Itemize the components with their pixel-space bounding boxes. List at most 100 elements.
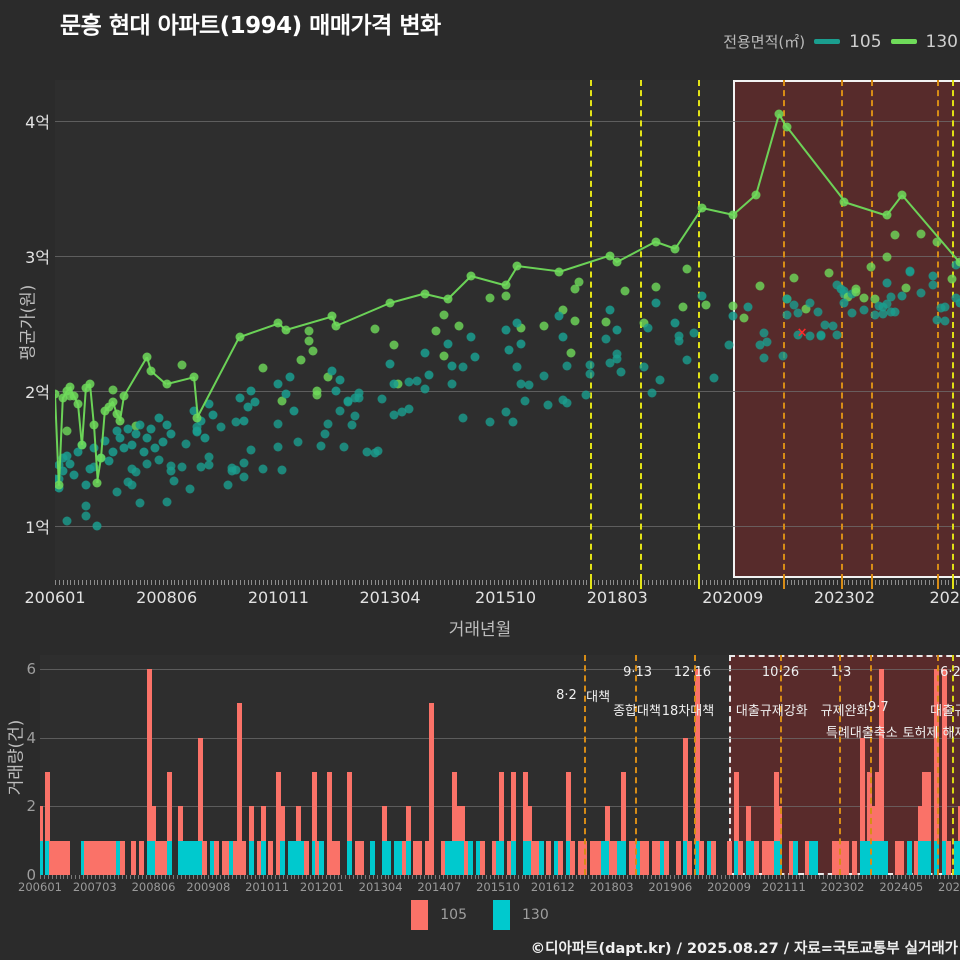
price-x-tick	[917, 580, 919, 585]
volume-bar-130	[209, 840, 215, 875]
volume-x-tick	[298, 875, 300, 879]
volume-bar-105	[213, 840, 219, 875]
volume-x-tick	[380, 875, 382, 879]
volume-event-annotation: 규제완화	[820, 704, 869, 719]
volume-bar-130	[683, 840, 689, 875]
price-data-point	[501, 280, 511, 290]
price-x-tick	[447, 580, 449, 585]
volume-x-tick	[353, 875, 355, 879]
price-x-tick	[594, 580, 596, 585]
price-data-point	[882, 299, 892, 309]
volume-x-tick	[376, 875, 378, 879]
volume-x-tick	[102, 875, 104, 879]
volume-x-tick	[642, 875, 644, 879]
volume-x-tick	[133, 875, 135, 879]
price-x-tick	[713, 580, 715, 585]
volume-bar-130	[280, 840, 286, 875]
volume-bar-105	[84, 840, 90, 875]
volume-event-annotation: 9·7	[867, 700, 889, 715]
volume-x-tick	[361, 875, 363, 879]
volume-bar-130	[495, 840, 501, 875]
volume-event-vline	[838, 655, 841, 875]
price-x-tick	[363, 580, 365, 585]
volume-bar-105	[382, 806, 387, 841]
volume-x-tick	[67, 875, 69, 879]
volume-x-tick-label: 201906	[648, 880, 693, 894]
price-data-point	[901, 283, 911, 293]
volume-x-tick	[435, 875, 437, 879]
price-x-tick	[802, 580, 804, 585]
price-x-tick	[170, 580, 172, 585]
price-data-point	[62, 516, 72, 526]
volume-bar-105	[695, 668, 701, 841]
volume-x-tick	[537, 875, 539, 879]
price-x-tick	[366, 580, 368, 585]
volume-x-tick	[815, 875, 817, 879]
price-x-tick	[205, 580, 207, 585]
volume-bar-105	[452, 771, 458, 841]
volume-event-annotation: 토허제 해제	[902, 726, 960, 741]
price-data-point	[447, 361, 457, 371]
legend-label-130: 130	[925, 31, 958, 52]
volume-x-tick	[854, 875, 856, 879]
price-x-tick	[239, 580, 241, 585]
volume-event-vline	[936, 655, 939, 875]
price-data-point	[273, 379, 283, 389]
price-x-tick	[848, 580, 850, 585]
volume-x-tick	[396, 875, 398, 879]
volume-x-tick	[920, 875, 922, 879]
price-data-point	[208, 410, 218, 420]
price-x-tick	[112, 580, 114, 585]
volume-x-tick	[556, 875, 558, 879]
volume-x-tick	[466, 875, 468, 879]
price-x-tick	[339, 580, 341, 585]
volume-bar-130	[746, 840, 752, 875]
volume-x-tick	[807, 875, 809, 879]
price-x-tick	[390, 580, 392, 585]
price-data-point	[485, 293, 495, 303]
volume-bar-105	[918, 806, 924, 841]
price-line-segment	[559, 254, 610, 273]
volume-bar-105	[522, 771, 528, 841]
price-x-axis: 200601 200806 201011 201304 201510 201803 2020…	[24, 580, 960, 620]
volume-bar-130	[178, 840, 184, 875]
price-data-point	[189, 372, 199, 382]
volume-bar-105	[162, 840, 168, 875]
price-data-point	[951, 293, 960, 303]
price-event-vline	[782, 80, 785, 580]
price-x-tick	[417, 580, 418, 585]
price-data-point	[813, 307, 822, 317]
price-data-point	[158, 437, 168, 447]
volume-x-tick	[952, 875, 954, 879]
volume-x-tick	[862, 875, 864, 879]
price-x-tick	[863, 580, 865, 585]
price-data-point	[385, 359, 395, 369]
price-x-tick	[701, 580, 703, 585]
volume-x-tick	[603, 875, 605, 879]
price-x-tick	[81, 580, 83, 585]
price-x-tick	[744, 580, 746, 585]
price-data-point	[146, 366, 156, 376]
volume-bar-130	[288, 840, 294, 875]
price-data-point	[947, 274, 957, 284]
price-x-tick	[343, 580, 345, 585]
price-x-tick	[694, 580, 696, 585]
price-line-segment	[516, 265, 560, 273]
volume-bar-105	[628, 840, 634, 875]
volume-x-tick	[231, 875, 233, 879]
price-data-point	[135, 498, 145, 508]
volume-x-tick	[607, 875, 609, 879]
price-data-point	[501, 291, 511, 301]
price-data-point	[512, 318, 522, 328]
price-x-tick	[428, 580, 430, 585]
price-data-point	[709, 373, 719, 383]
volume-x-tick-label: 202405	[879, 880, 924, 894]
volume-bar-130	[444, 840, 450, 875]
price-x-tick	[682, 580, 684, 585]
price-data-point	[112, 426, 122, 436]
price-x-tick	[262, 580, 264, 585]
volume-x-tick	[454, 875, 456, 879]
price-x-tick	[798, 580, 800, 585]
price-x-tick	[108, 580, 110, 585]
volume-bar-105	[914, 840, 920, 875]
